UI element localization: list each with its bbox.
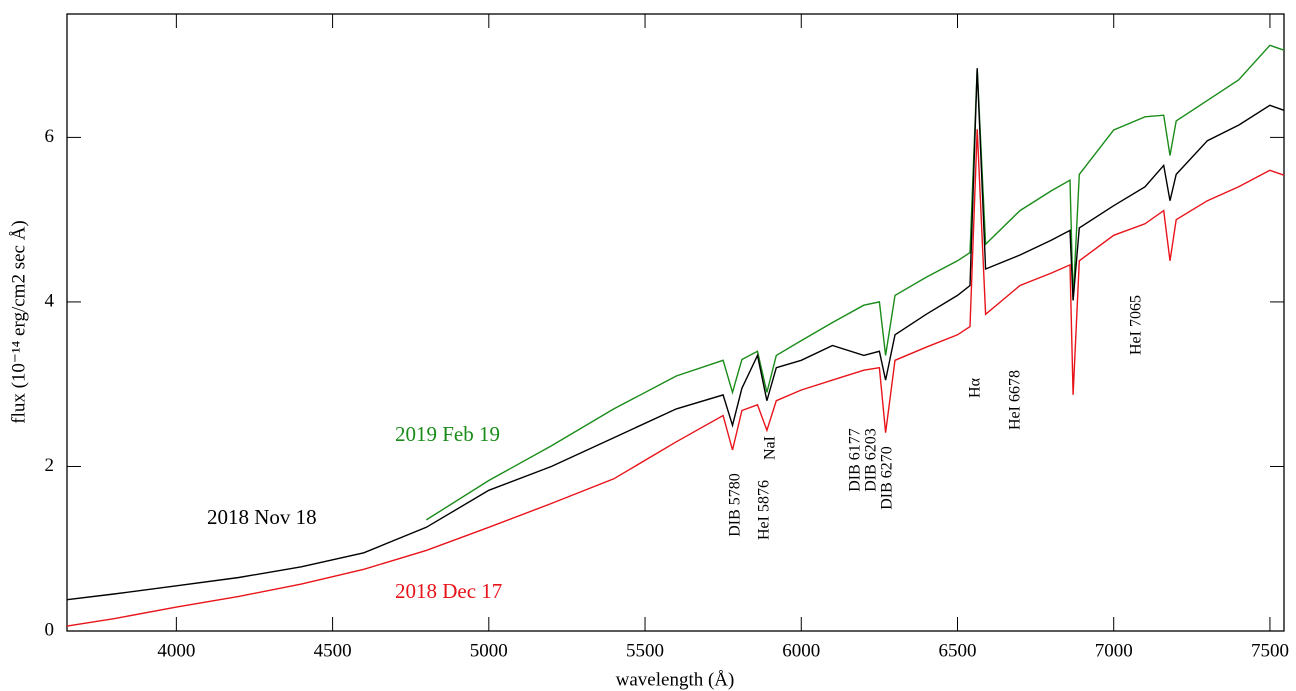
x-axis-label: wavelength (Å) <box>616 669 735 690</box>
line-annotation: NaI <box>762 436 779 460</box>
x-tick-label: 7000 <box>1095 640 1133 661</box>
line-annotation: Hα <box>967 377 984 398</box>
x-tick-label: 6000 <box>782 640 820 661</box>
y-tick-label: 4 <box>45 290 55 311</box>
y-tick-label: 0 <box>45 619 55 640</box>
line-annotation: DIB 6203 <box>863 428 880 492</box>
x-tick-label: 6500 <box>938 640 976 661</box>
line-annotation: DIB 6270 <box>879 446 896 510</box>
series-label: 2018 Nov 18 <box>207 505 317 529</box>
spectrum-line <box>66 129 1285 627</box>
x-tick-label: 5000 <box>470 640 508 661</box>
series-label: 2019 Feb 19 <box>395 422 500 446</box>
line-annotation: DIB 5780 <box>727 473 744 537</box>
y-axis-label: flux (10⁻¹⁴ erg/cm2 sec Å) <box>8 220 29 424</box>
line-annotation: DIB 6177 <box>847 428 864 492</box>
x-tick-label: 4000 <box>157 640 195 661</box>
x-tick-label: 7500 <box>1251 640 1289 661</box>
series-label: 2018 Dec 17 <box>395 579 502 603</box>
line-annotation: HeI 7065 <box>1128 295 1145 355</box>
x-tick-label: 4500 <box>314 640 352 661</box>
spectrum-line <box>425 44 1285 521</box>
y-tick-label: 6 <box>45 126 55 147</box>
line-annotation: HeI 6678 <box>1007 370 1024 430</box>
spectrum-line <box>66 68 1285 601</box>
plot-frame <box>66 13 1285 632</box>
x-tick-label: 5500 <box>626 640 664 661</box>
y-tick-label: 2 <box>45 455 55 476</box>
line-annotation: HeI 5876 <box>756 480 773 540</box>
